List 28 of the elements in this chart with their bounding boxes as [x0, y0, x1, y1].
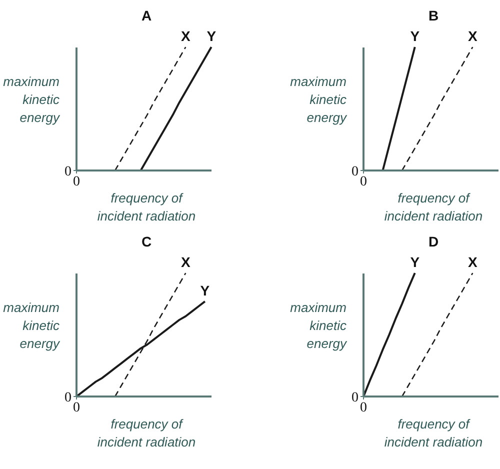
text: 0 — [352, 164, 358, 180]
series-label: Y — [410, 254, 420, 270]
y-axis-title: maximum kinetic energy — [290, 74, 348, 125]
series-label: X — [181, 28, 192, 44]
x-axis-title: frequency of incident radiation — [384, 416, 483, 450]
y-axis-title: maximum kinetic energy — [290, 300, 348, 351]
x-axis-title: frequency of incident radiation — [97, 190, 196, 224]
y-axis-title: maximum kinetic energy — [3, 300, 61, 351]
text: 0 — [352, 390, 358, 406]
x-axis-title: frequency of incident radiation — [97, 416, 196, 450]
text: 0 — [360, 400, 367, 416]
series-label: Y — [410, 28, 420, 44]
chart-title: B — [428, 8, 439, 24]
series-label: X — [468, 254, 478, 270]
text: 0 — [73, 400, 80, 416]
y-axis-title: maximum kinetic energy — [3, 74, 61, 125]
text: 0 — [73, 174, 80, 190]
series-label: Y — [206, 28, 217, 44]
text: 0 — [64, 164, 72, 180]
series-label: X — [468, 28, 478, 44]
x-axis-title: frequency of incident radiation — [384, 190, 483, 224]
text: 0 — [360, 174, 367, 190]
chart-title: C — [141, 234, 152, 250]
series-label: X — [181, 254, 192, 270]
series-label: Y — [200, 282, 210, 298]
chart-title: A — [141, 8, 152, 24]
text: 0 — [64, 390, 72, 406]
chart-title: D — [428, 234, 439, 250]
